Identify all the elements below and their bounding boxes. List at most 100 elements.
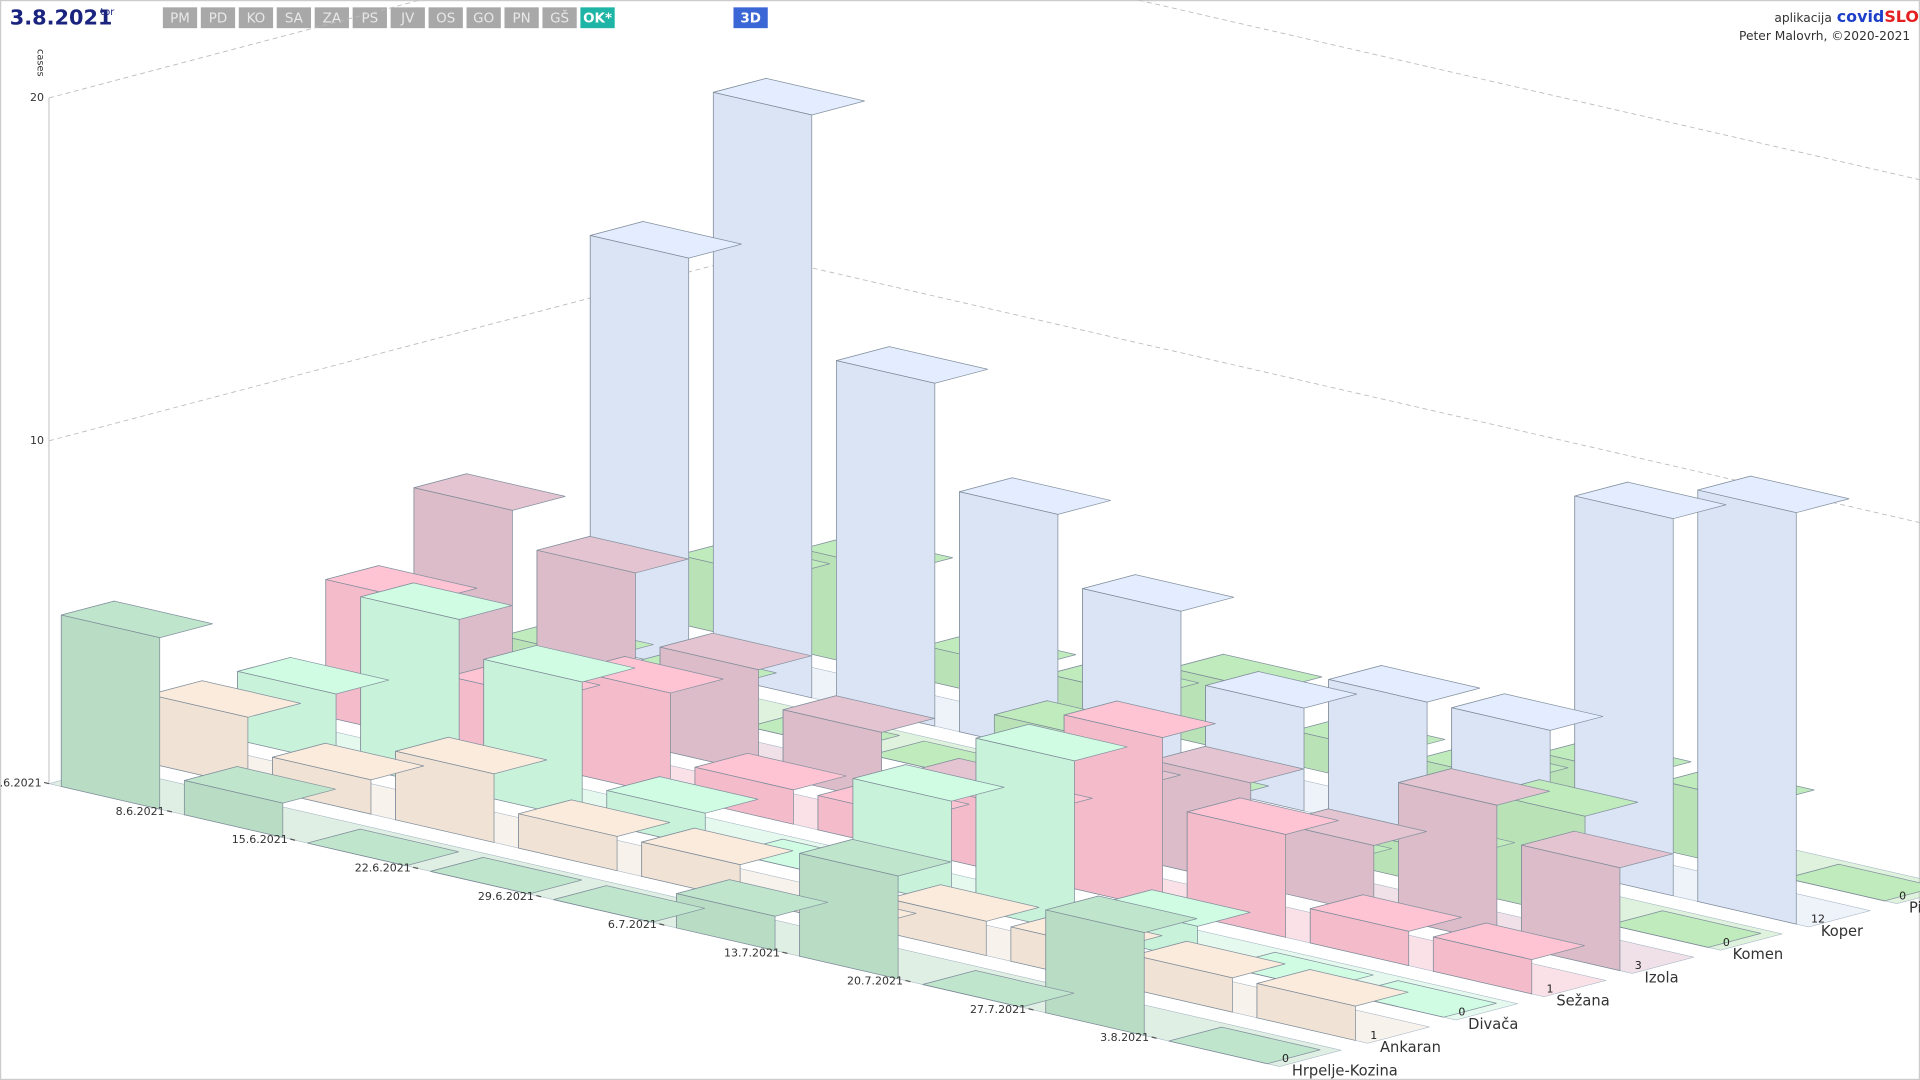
x-tick (166, 810, 173, 813)
value-label: 0 (1458, 1006, 1465, 1019)
app-name: covidSLO (1837, 7, 1919, 26)
filter-button[interactable]: PM (162, 7, 198, 29)
filter-button-label[interactable]: PM (170, 11, 190, 26)
x-tick (413, 866, 419, 870)
bar (518, 799, 671, 872)
value-label: 0 (1899, 889, 1906, 902)
x-tick-label: 29.6.2021 (478, 890, 534, 903)
filter-button[interactable]: GŠ (542, 7, 577, 29)
grid-line (48, 254, 755, 442)
bar (430, 857, 582, 895)
bar-front (1345, 994, 1444, 1018)
filter-button[interactable]: PN (504, 7, 539, 29)
filter-button[interactable]: OK* (580, 7, 615, 29)
filter-button[interactable]: KO (238, 7, 274, 29)
bar (712, 77, 865, 699)
legend-label: Komen (1733, 946, 1784, 963)
bar-front (1045, 909, 1145, 1036)
bar (1168, 1026, 1321, 1065)
filter-button-label[interactable]: KO (247, 11, 266, 26)
value-label: 1 (1370, 1029, 1377, 1042)
view-button-bg[interactable] (733, 7, 768, 29)
x-tick (659, 923, 665, 926)
filter-button-bg[interactable] (162, 7, 198, 29)
bar-front (1256, 983, 1356, 1041)
filter-button-label[interactable]: OS (436, 11, 455, 26)
filter-button-bg[interactable] (428, 7, 463, 29)
value-label: 12 (1811, 913, 1825, 926)
credit-prefix: aplikacija (1774, 11, 1831, 25)
bar (307, 828, 459, 867)
bar (553, 885, 705, 923)
filter-button-label[interactable]: GO (473, 11, 494, 26)
bar (1697, 475, 1850, 925)
x-tick (782, 951, 788, 954)
x-tick-label: 22.6.2021 (355, 862, 411, 875)
view-button[interactable]: 3D (733, 7, 768, 29)
bar (922, 970, 1075, 1008)
bar (799, 838, 952, 980)
grid-line (48, 0, 422, 99)
filter-button-bg[interactable] (580, 7, 615, 29)
bar-front (1609, 924, 1709, 948)
view-button-label[interactable]: 3D (740, 11, 761, 26)
bar (959, 477, 1111, 755)
filter-button[interactable]: GO (466, 7, 501, 29)
filter-button-label[interactable]: ZA (323, 11, 342, 26)
bar-front (836, 360, 936, 727)
filter-button-bg[interactable] (276, 7, 312, 29)
filter-button-label[interactable]: GŠ (550, 8, 569, 26)
filter-button[interactable]: PD (200, 7, 236, 29)
filter-button[interactable]: JV (390, 7, 425, 29)
filter-button-label[interactable]: PN (513, 11, 531, 26)
x-tick (536, 894, 542, 898)
bar-front (430, 871, 530, 895)
x-tick (905, 979, 911, 983)
legend-label: Izola (1644, 969, 1678, 986)
bar (1609, 910, 1762, 948)
filter-button[interactable]: OS (428, 7, 463, 29)
filter-button[interactable]: SA (276, 7, 312, 29)
filter-button-label[interactable]: SA (285, 11, 304, 26)
button-bar: PM PD KO SA ZA PS JV OS GO PN GŠ OK* (162, 7, 615, 29)
legend-label: Ankaran (1380, 1039, 1441, 1056)
value-label: 1 (1547, 982, 1554, 995)
y-axis-label: cases (34, 49, 45, 77)
filter-button-bg[interactable] (390, 7, 425, 29)
bar (1785, 863, 1920, 902)
filter-button-bg[interactable] (314, 7, 349, 29)
filter-button-label[interactable]: PS (361, 11, 378, 26)
bar-front (922, 984, 1022, 1008)
filter-button-label[interactable]: PD (209, 11, 227, 26)
filter-button-bg[interactable] (466, 7, 501, 29)
filter-button-label[interactable]: OK* (583, 11, 612, 26)
app-name-part: SLO (1884, 7, 1919, 26)
value-label: 0 (1723, 936, 1730, 949)
bar (1045, 895, 1198, 1036)
value-label: 0 (1282, 1052, 1289, 1065)
bar-front (307, 842, 406, 867)
filter-button[interactable]: ZA (314, 7, 349, 29)
filter-button-bg[interactable] (352, 7, 387, 29)
filter-button-bg[interactable] (504, 7, 539, 29)
filter-button-bg[interactable] (542, 7, 577, 29)
legend-label: Piran (1909, 900, 1920, 917)
bar-front (1432, 936, 1533, 995)
bar (149, 680, 301, 787)
legend-label: Koper (1821, 923, 1864, 940)
y-tick-label: 20 (30, 91, 44, 104)
filter-button[interactable]: PS (352, 7, 387, 29)
filter-button-label[interactable]: JV (400, 11, 415, 26)
x-tick-label: 6.7.2021 (608, 918, 657, 931)
grid-line (754, 254, 1920, 524)
filter-button-bg[interactable] (238, 7, 274, 29)
filter-button-bg[interactable] (200, 7, 236, 29)
x-tick (43, 781, 50, 785)
x-tick (290, 838, 296, 841)
x-tick-label: 27.7.2021 (970, 1003, 1026, 1016)
bar-front (483, 658, 583, 820)
bar-front (712, 91, 813, 699)
